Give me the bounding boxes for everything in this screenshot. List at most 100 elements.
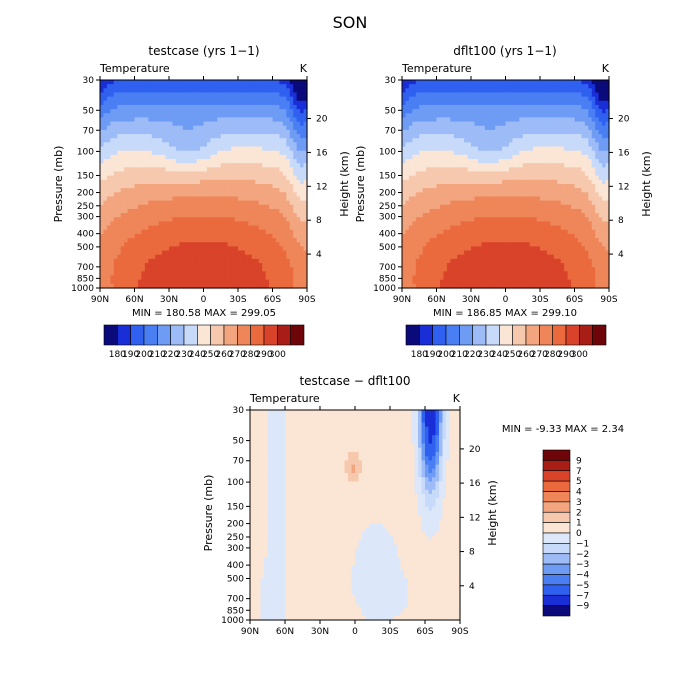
heatmap-cell	[546, 200, 551, 206]
heatmap-cell	[217, 154, 222, 160]
heatmap-cell	[220, 154, 225, 160]
heatmap-cell	[224, 275, 229, 281]
heatmap-cell	[564, 150, 569, 156]
heatmap-cell	[491, 125, 496, 131]
heatmap-cell	[231, 233, 236, 239]
heatmap-cell	[422, 80, 427, 85]
heatmap-cell	[571, 154, 576, 160]
heatmap-cell	[196, 204, 201, 210]
heatmap-cell	[220, 258, 225, 264]
heatmap-cell	[429, 192, 434, 198]
heatmap-cell	[210, 192, 215, 198]
heatmap-cell	[262, 154, 267, 160]
heatmap-cell	[300, 138, 305, 143]
heatmap-cell	[303, 229, 308, 235]
heatmap-cell	[484, 154, 489, 160]
heatmap-cell	[553, 179, 558, 185]
heatmap-cell	[474, 96, 479, 102]
heatmap-cell	[293, 159, 298, 164]
heatmap-cell	[134, 258, 139, 264]
heatmap-cell	[433, 179, 438, 185]
heatmap-cell	[477, 84, 482, 89]
heatmap-cell	[248, 179, 253, 185]
heatmap-cell	[450, 142, 455, 148]
heatmap-cell	[286, 84, 291, 89]
heatmap-cell	[124, 213, 129, 218]
heatmap-cell	[127, 250, 132, 256]
heatmap-cell	[169, 179, 174, 185]
heatmap-cell	[515, 163, 520, 168]
heatmap-cell	[282, 125, 287, 131]
heatmap-cell	[588, 200, 593, 206]
min-max-text: MIN = 186.85 MAX = 299.10	[433, 308, 577, 319]
heatmap-cell	[577, 167, 582, 173]
heatmap-cell	[529, 146, 534, 152]
heatmap-cell	[189, 154, 194, 160]
heatmap-cell	[529, 92, 534, 98]
heatmap-cell	[213, 263, 218, 268]
heatmap-cell	[186, 246, 191, 252]
heatmap-cell	[484, 200, 489, 206]
heatmap-cell	[405, 200, 410, 206]
heatmap-cell	[200, 96, 205, 102]
heatmap-cell	[258, 113, 263, 119]
heatmap-cell	[165, 129, 170, 135]
heatmap-cell	[265, 163, 270, 168]
heatmap-cell	[512, 125, 517, 131]
heatmap-cell	[536, 113, 541, 119]
heatmap-cell	[172, 142, 177, 148]
heatmap-cell	[120, 246, 125, 252]
heatmap-cell	[533, 92, 538, 98]
heatmap-cell	[533, 171, 538, 177]
heatmap-cell	[148, 221, 153, 227]
heatmap-cell	[279, 84, 284, 89]
heatmap-cell	[546, 196, 551, 202]
heatmap-cell	[605, 188, 610, 193]
heatmap-cell	[175, 279, 180, 285]
heatmap-cell	[471, 92, 476, 98]
heatmap-cell	[158, 113, 163, 119]
heatmap-cell	[289, 84, 294, 89]
heatmap-cell	[519, 146, 524, 152]
heatmap-cell	[124, 125, 129, 131]
heatmap-cell	[540, 100, 545, 106]
heatmap-cell	[124, 188, 129, 193]
heatmap-cell	[415, 84, 420, 89]
heatmap-cell	[405, 113, 410, 119]
heatmap-cell	[158, 225, 163, 231]
heatmap-cell	[505, 188, 510, 193]
heatmap-cell	[186, 283, 191, 289]
heatmap-cell	[412, 100, 417, 106]
heatmap-cell	[303, 138, 308, 143]
heatmap-cell	[433, 200, 438, 206]
heatmap-cell	[189, 129, 194, 135]
heatmap-cell	[127, 96, 132, 102]
heatmap-cell	[269, 250, 274, 256]
heatmap-cell	[439, 100, 444, 106]
heatmap-cell	[488, 159, 493, 164]
heatmap-cell	[467, 167, 472, 173]
heatmap-cell	[512, 100, 517, 106]
heatmap-cell	[577, 96, 582, 102]
heatmap-cell	[193, 271, 198, 277]
heatmap-cell	[553, 104, 558, 110]
heatmap-cell	[498, 134, 503, 139]
heatmap-cell	[471, 129, 476, 135]
heatmap-cell	[275, 96, 280, 102]
heatmap-cell	[488, 196, 493, 202]
heatmap-cell	[519, 109, 524, 114]
heatmap-cell	[279, 146, 284, 152]
heatmap-cell	[588, 196, 593, 202]
heatmap-cell	[203, 134, 208, 139]
heatmap-cell	[567, 192, 572, 198]
heatmap-cell	[155, 200, 160, 206]
heatmap-cell	[279, 171, 284, 177]
heatmap-cell	[144, 138, 149, 143]
heatmap-cell	[560, 134, 565, 139]
heatmap-cell	[172, 188, 177, 193]
heatmap-cell	[231, 84, 236, 89]
heatmap-cell	[137, 242, 142, 247]
heatmap-cell	[446, 88, 451, 94]
heatmap-cell	[231, 238, 236, 243]
heatmap-cell	[543, 84, 548, 89]
